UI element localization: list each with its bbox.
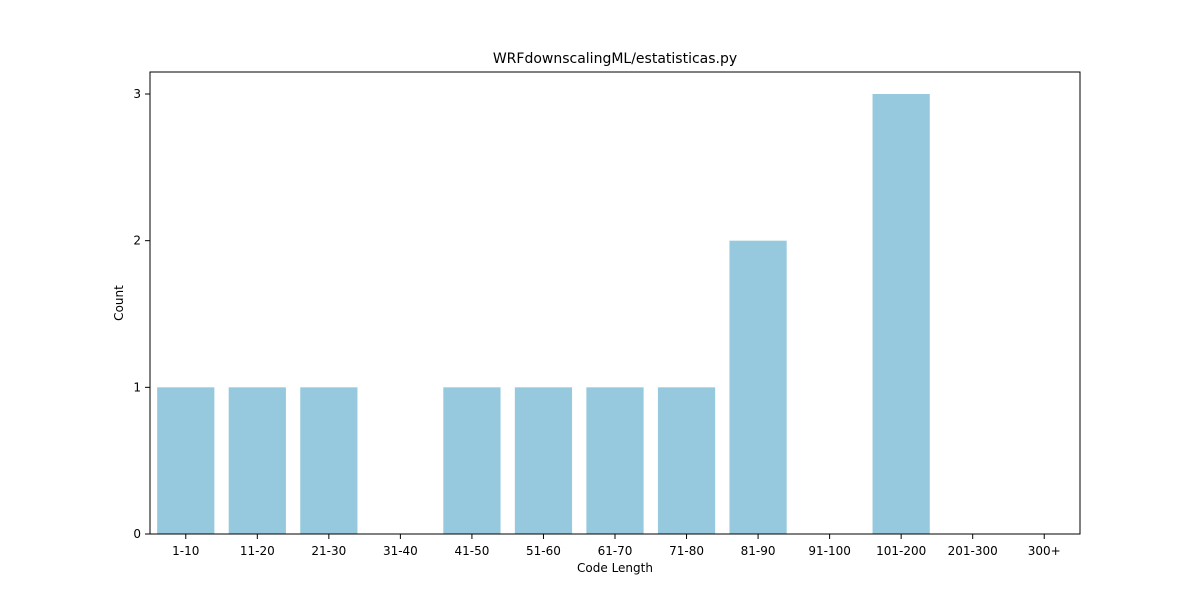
bars-layer [157,94,930,534]
y-tick-label: 1 [133,380,141,394]
bar-1-10 [157,387,215,534]
x-tick-label: 201-300 [948,544,998,558]
x-tick-label: 31-40 [383,544,418,558]
x-tick-label: 81-90 [741,544,776,558]
bar-41-50 [443,387,501,534]
bar-101-200 [872,94,930,534]
ticks-layer: 1-10 11-20 21-30 31-40 41-50 51-60 61-70 71-80 8… [133,87,1060,558]
y-tick-label: 3 [133,87,141,101]
x-tick-label: 71-80 [669,544,704,558]
x-tick-label: 91-100 [808,544,851,558]
bar-81-90 [729,240,787,534]
y-tick-label: 0 [133,527,141,541]
bar-21-30 [300,387,358,534]
y-axis-label: Count [112,285,126,321]
bar-61-70 [586,387,644,534]
x-axis-label: Code Length [577,561,653,575]
x-tick-label: 101-200 [876,544,926,558]
x-tick-label: 1-10 [172,544,199,558]
bar-51-60 [514,387,573,534]
x-tick-label: 300+ [1028,544,1061,558]
bar-71-80 [657,387,716,534]
x-tick-label: 21-30 [311,544,346,558]
x-tick-label: 11-20 [240,544,275,558]
x-tick-label: 41-50 [454,544,489,558]
bar-11-20 [228,387,286,534]
x-tick-label: 61-70 [598,544,633,558]
x-tick-label: 51-60 [526,544,561,558]
y-tick-label: 2 [133,234,141,248]
chart-title: WRFdownscalingML/estatisticas.py [493,51,737,67]
plot-frame [149,71,1081,535]
